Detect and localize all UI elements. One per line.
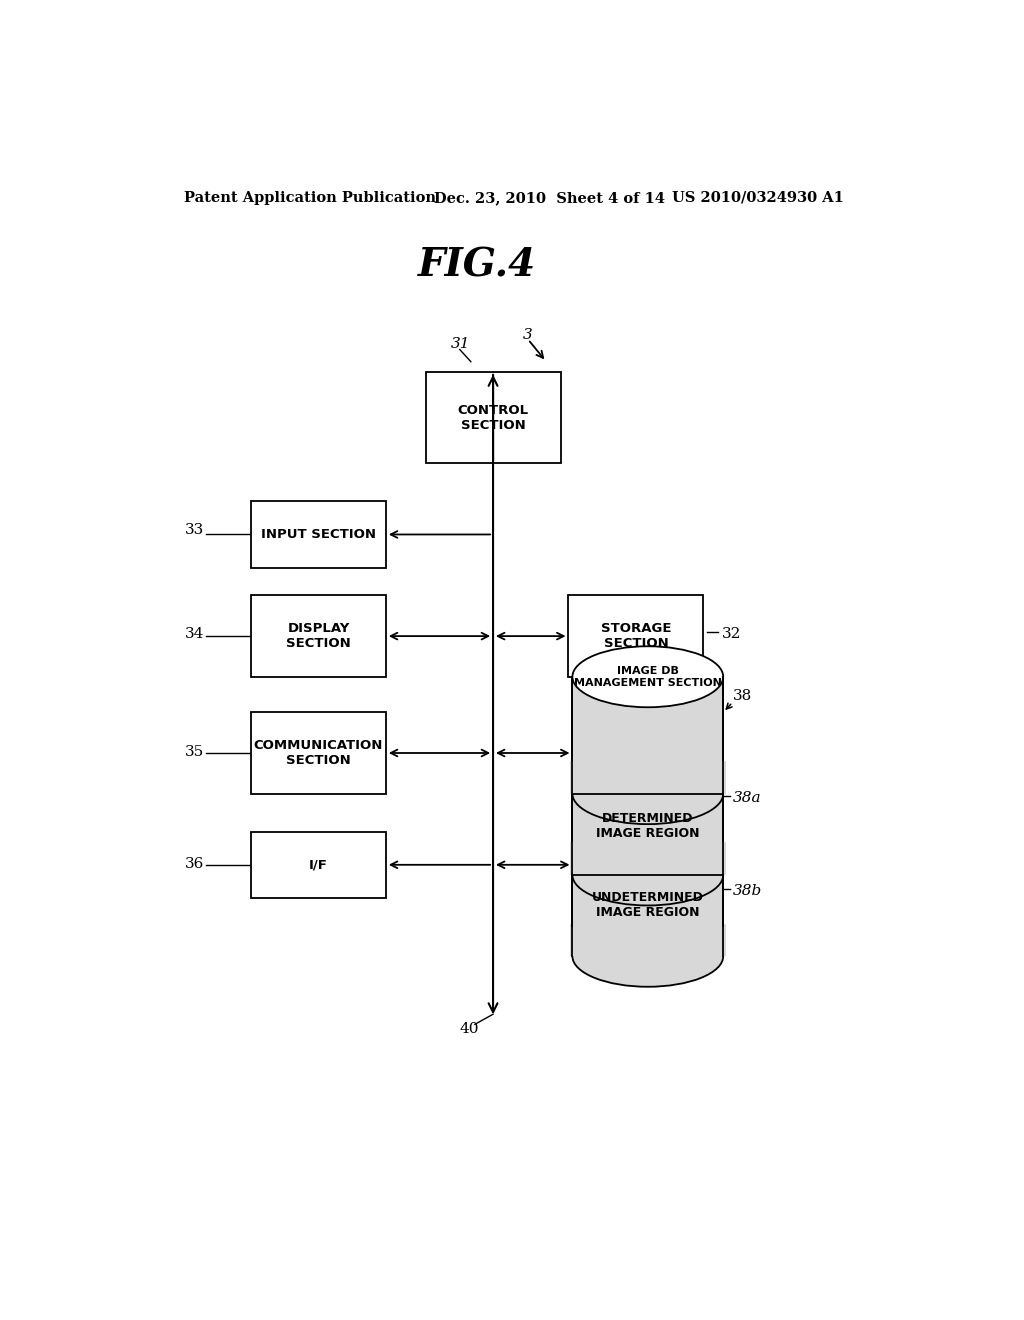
Text: FIG.4: FIG.4 — [418, 247, 537, 285]
Text: IMAGE DB
MANAGEMENT SECTION: IMAGE DB MANAGEMENT SECTION — [573, 667, 722, 688]
Text: 38a: 38a — [733, 791, 762, 805]
Bar — [570, 924, 726, 956]
Bar — [251, 595, 386, 677]
Text: 35: 35 — [185, 744, 205, 759]
Ellipse shape — [572, 925, 723, 987]
Text: DETERMINED
IMAGE REGION: DETERMINED IMAGE REGION — [596, 812, 699, 840]
Text: 38: 38 — [733, 689, 752, 704]
Bar — [251, 713, 386, 793]
Text: 32: 32 — [722, 627, 741, 642]
Bar — [426, 372, 560, 463]
Bar — [570, 762, 726, 793]
Text: Dec. 23, 2010  Sheet 4 of 14: Dec. 23, 2010 Sheet 4 of 14 — [433, 191, 665, 205]
Text: 34: 34 — [185, 627, 205, 642]
Ellipse shape — [572, 647, 723, 708]
Text: 31: 31 — [451, 338, 470, 351]
Ellipse shape — [572, 845, 723, 906]
Text: 36: 36 — [185, 857, 205, 871]
Text: 38b: 38b — [733, 884, 762, 899]
Bar — [568, 595, 703, 677]
Text: DISPLAY
SECTION: DISPLAY SECTION — [286, 622, 351, 651]
Bar — [251, 832, 386, 898]
Ellipse shape — [572, 763, 723, 824]
Text: US 2010/0324930 A1: US 2010/0324930 A1 — [672, 191, 844, 205]
Text: INPUT SECTION: INPUT SECTION — [261, 528, 376, 541]
Text: Patent Application Publication: Patent Application Publication — [183, 191, 435, 205]
Text: 33: 33 — [185, 524, 205, 537]
Text: I/F: I/F — [309, 858, 328, 871]
Text: UNDETERMINED
IMAGE REGION: UNDETERMINED IMAGE REGION — [592, 891, 703, 920]
Text: COMMUNICATION
SECTION: COMMUNICATION SECTION — [254, 739, 383, 767]
Bar — [251, 502, 386, 568]
Text: STORAGE
SECTION: STORAGE SECTION — [601, 622, 671, 651]
Bar — [570, 842, 726, 875]
Bar — [572, 677, 723, 956]
Text: 40: 40 — [460, 1022, 479, 1035]
Text: 3: 3 — [523, 329, 532, 342]
Text: CONTROL
SECTION: CONTROL SECTION — [458, 404, 528, 432]
